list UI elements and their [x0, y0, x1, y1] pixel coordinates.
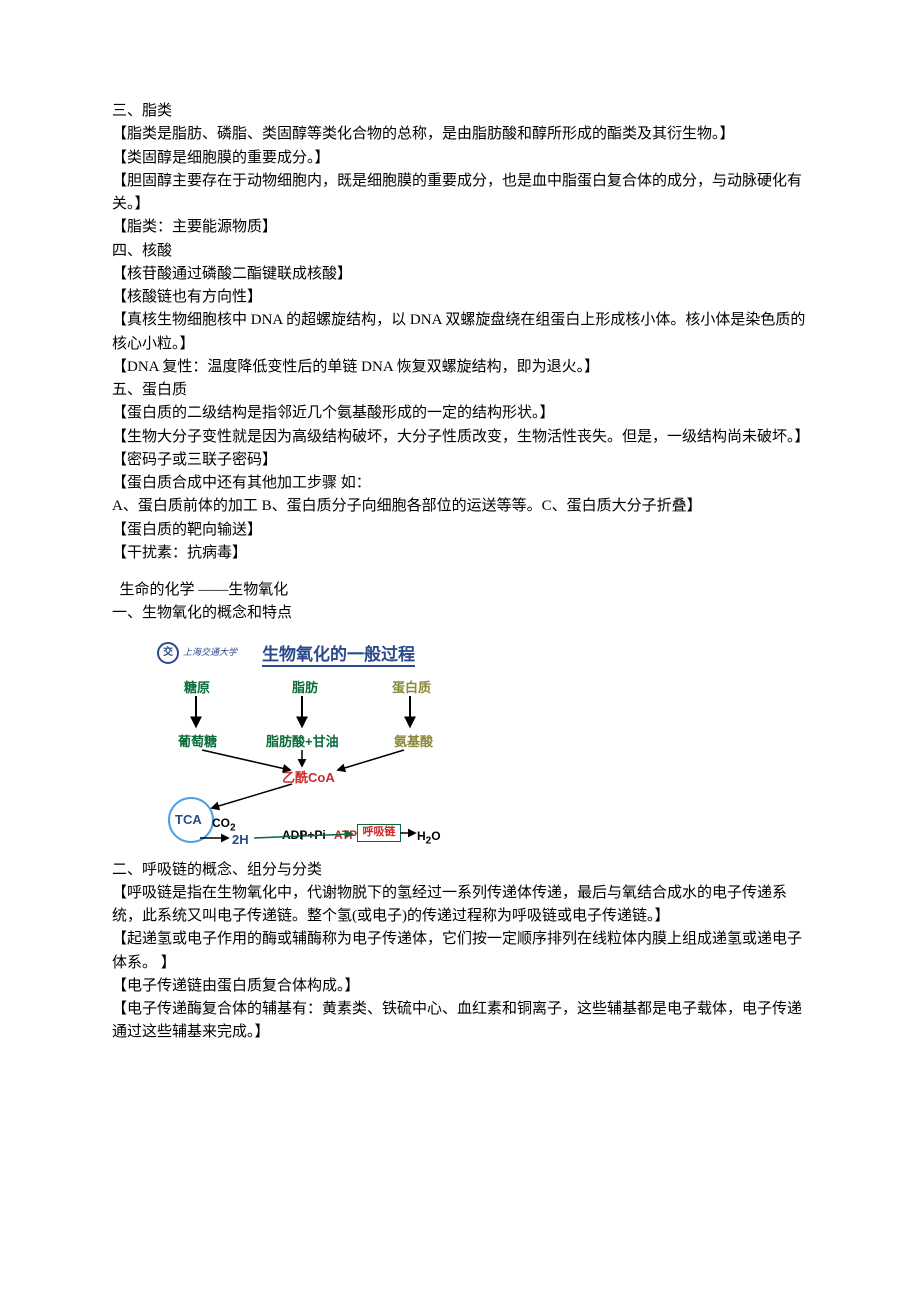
text-line: A、蛋白质前体的加工 B、蛋白质分子向细胞各部位的运送等等。C、蛋白质大分子折叠… [112, 495, 808, 518]
biooxidation-diagram: 交 上海交通大学 生物氧化的一般过程 糖原 脂肪 蛋白质 葡萄糖 脂肪酸+甘油 … [142, 640, 542, 845]
page: 三、脂类 【脂类是脂肪、磷脂、类固醇等类化合物的总称，是由脂肪酸和醇所形成的酯类… [0, 0, 920, 1302]
text-line: 【蛋白质合成中还有其他加工步骤 如： [112, 472, 808, 495]
text-line: 【密码子或三联子密码】 [112, 449, 808, 472]
text-line: 【脂类是脂肪、磷脂、类固醇等类化合物的总称，是由脂肪酸和醇所形成的酯类及其衍生物… [112, 123, 808, 146]
heading-lipids: 三、脂类 [112, 100, 808, 123]
text-line: 【起递氢或电子作用的酶或辅酶称为电子传递体，它们按一定顺序排列在线粒体内膜上组成… [112, 928, 808, 975]
text-line: 一、生物氧化的概念和特点 [112, 602, 808, 625]
text-line: 【蛋白质的靶向输送】 [112, 519, 808, 542]
text-line: 【蛋白质的二级结构是指邻近几个氨基酸形成的一定的结构形状。】 [112, 402, 808, 425]
diagram-arrows [142, 640, 542, 850]
heading-nucleic: 四、核酸 [112, 240, 808, 263]
text-line: 【类固醇是细胞膜的重要成分。】 [112, 147, 808, 170]
heading-protein: 五、蛋白质 [112, 379, 808, 402]
text-line: 【电子传递链由蛋白质复合体构成。】 [112, 975, 808, 998]
text-line: 【电子传递酶复合体的辅基有：黄素类、铁硫中心、血红素和铜离子，这些辅基都是电子载… [112, 998, 808, 1045]
text-line: 【真核生物细胞核中 DNA 的超螺旋结构，以 DNA 双螺旋盘绕在组蛋白上形成核… [112, 309, 808, 356]
heading-resp-chain: 二、呼吸链的概念、组分与分类 [112, 859, 808, 882]
heading-biooxidation: 生命的化学 ——生物氧化 [112, 579, 808, 602]
text-line: 【生物大分子变性就是因为高级结构破坏，大分子性质改变，生物活性丧失。但是，一级结… [112, 426, 808, 449]
text-line: 【脂类：主要能源物质】 [112, 216, 808, 239]
text-line: 【核苷酸通过磷酸二酯键联成核酸】 [112, 263, 808, 286]
text-line: 【干扰素：抗病毒】 [112, 542, 808, 565]
text-line: 【核酸链也有方向性】 [112, 286, 808, 309]
text-line: 【胆固醇主要存在于动物细胞内，既是细胞膜的重要成分，也是血中脂蛋白复合体的成分，… [112, 170, 808, 217]
text-line: 【DNA 复性：温度降低变性后的单链 DNA 恢复双螺旋结构，即为退火。】 [112, 356, 808, 379]
text-line: 【呼吸链是指在生物氧化中，代谢物脱下的氢经过一系列传递体传递，最后与氧结合成水的… [112, 882, 808, 929]
